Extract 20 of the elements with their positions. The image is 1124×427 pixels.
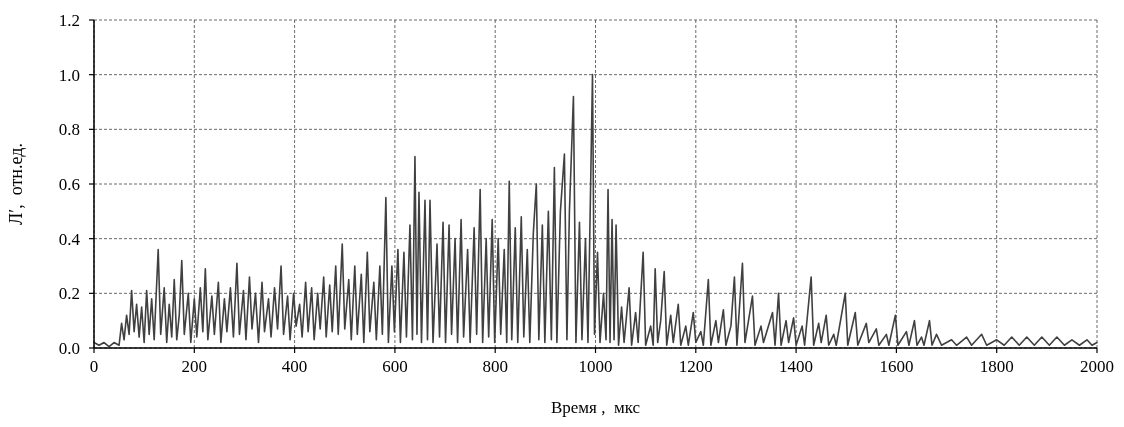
x-tick-label: 1000 bbox=[578, 357, 613, 376]
y-tick-label: 0.8 bbox=[58, 120, 80, 140]
x-tick-label: 2000 bbox=[1080, 357, 1114, 376]
y-axis-title: Л′, отн.ед. bbox=[6, 143, 26, 225]
x-tick-label: 1600 bbox=[879, 357, 914, 376]
x-axis-title: Время , мкс bbox=[550, 398, 641, 417]
y-tick-label: 1.0 bbox=[58, 65, 80, 85]
x-tick-label: 0 bbox=[89, 357, 99, 376]
y-tick-label: 0.0 bbox=[58, 338, 80, 358]
y-tick-label: 0.6 bbox=[58, 174, 80, 194]
y-tick-label: 0.2 bbox=[58, 284, 80, 304]
x-tick-label: 800 bbox=[482, 357, 508, 376]
x-tick-label: 1800 bbox=[979, 357, 1014, 376]
x-tick-label: 1400 bbox=[779, 357, 814, 376]
x-tick-label: 200 bbox=[181, 357, 208, 376]
x-tick-label: 400 bbox=[281, 357, 308, 376]
y-tick-label: 0.4 bbox=[58, 229, 81, 249]
y-tick-label: 1.2 bbox=[58, 10, 80, 30]
x-tick-label: 600 bbox=[382, 357, 408, 376]
x-tick-label: 1200 bbox=[678, 357, 713, 376]
